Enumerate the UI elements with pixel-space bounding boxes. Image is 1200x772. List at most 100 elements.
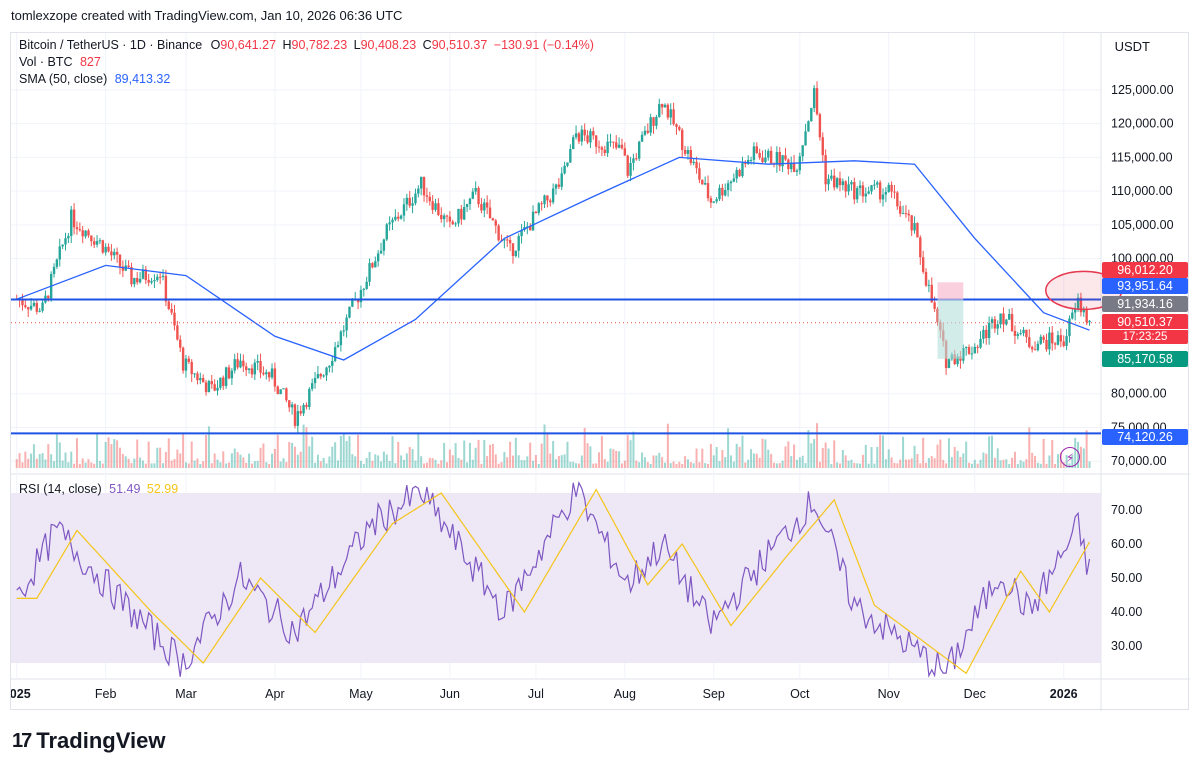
volume-bar (334, 442, 337, 468)
candle-body (84, 230, 87, 237)
candle-body (262, 372, 265, 375)
volume-bar (632, 431, 635, 468)
volume-bar (752, 453, 755, 468)
volume-bar (308, 446, 311, 468)
volume-bar (15, 459, 18, 468)
candle-body (239, 360, 242, 368)
volume-bar (709, 443, 712, 468)
volume-bar (643, 457, 646, 468)
candle-body (242, 360, 245, 367)
volume-bar (468, 442, 471, 468)
volume-bar (534, 455, 537, 468)
volume-bar (689, 462, 692, 468)
candle-body (660, 104, 664, 108)
tradingview-logo[interactable]: 17 TradingView (12, 728, 165, 754)
candle-body (110, 251, 113, 256)
volume-bar (486, 456, 489, 468)
candle-body (147, 279, 150, 283)
volume-bar (836, 462, 839, 468)
volume-bar (202, 461, 205, 468)
volume-bar (207, 426, 210, 468)
volume-bar (864, 444, 867, 468)
candle-body (153, 280, 156, 282)
volume-bar (999, 460, 1002, 468)
candle-body (787, 159, 790, 170)
candle-body (193, 373, 196, 375)
legend-rsi-line: RSI (14, close) 51.49 52.99 (19, 482, 178, 496)
candle-body (273, 368, 277, 387)
volume-bar (698, 462, 701, 468)
volume-bar (150, 463, 153, 468)
candle-body (92, 241, 96, 245)
volume-bar (385, 454, 388, 468)
volume-bar (388, 460, 391, 468)
volume-bar (1005, 459, 1008, 468)
volume-bar (70, 451, 73, 468)
candle-body (463, 207, 466, 220)
volume-bar (669, 463, 672, 468)
candle-body (419, 176, 423, 189)
volume-bar (354, 456, 357, 468)
candle-body (956, 356, 959, 365)
candle-body (827, 178, 830, 185)
volume-bar (555, 459, 557, 468)
candle-body (95, 241, 99, 245)
volume-bar (288, 441, 291, 468)
candle-body (626, 155, 629, 176)
candle-body (752, 146, 756, 160)
candle-body (838, 178, 842, 186)
volume-bar (833, 440, 836, 468)
candle-body (554, 184, 558, 189)
volume-bar (830, 463, 833, 468)
lightning-icon[interactable]: ⚡ (1060, 447, 1080, 467)
volume-bar (27, 458, 30, 468)
currency-label[interactable]: USDT (1114, 39, 1150, 54)
volume-bar (184, 462, 187, 468)
candle-body (712, 201, 715, 203)
volume-bar (623, 460, 626, 468)
volume-bar (856, 463, 859, 468)
candle-body (508, 239, 512, 244)
candle-body (726, 183, 730, 191)
candle-body (136, 278, 139, 283)
candle-body (569, 149, 572, 163)
volume-bar (729, 455, 732, 468)
volume-bar (904, 459, 907, 468)
volume-bar (1036, 462, 1039, 468)
volume-bar (24, 451, 27, 468)
volume-bar (58, 442, 61, 468)
overlay-layer (11, 156, 1123, 678)
rsi-line (16, 481, 1091, 678)
volume-bar (930, 456, 933, 468)
chart-canvas[interactable]: 125,000.00 120,000.00 115,000.00 110,000.00… (11, 33, 1190, 711)
volume-bar (675, 463, 678, 468)
volume-bar (262, 443, 265, 468)
chart-credit: tomlexzope created with TradingView.com,… (11, 8, 403, 23)
volume-bar (153, 463, 156, 468)
volume-bar (90, 462, 93, 468)
chart-frame[interactable]: 125,000.00 120,000.00 115,000.00 110,000.00… (10, 32, 1190, 711)
volume-bar (265, 462, 268, 468)
volume-bar (1008, 463, 1011, 468)
volume-bar (55, 434, 58, 468)
time-axis-label: Sep (703, 687, 725, 701)
candle-body (233, 359, 236, 371)
volume-bar (365, 457, 368, 468)
rsi-axis-label: 50.00 (1111, 571, 1142, 585)
candle-body (1028, 337, 1031, 348)
volume-bar (569, 461, 572, 468)
candle-body (144, 269, 148, 280)
volume-bar (110, 444, 113, 468)
volume-bar (506, 457, 509, 468)
candle-body (658, 104, 661, 117)
candle-body (316, 374, 320, 378)
volume-bar (609, 448, 612, 468)
candle-body (663, 104, 667, 108)
volume-bar (193, 460, 196, 468)
reward-zone (937, 299, 964, 359)
volume-bar (816, 423, 819, 468)
legend-close-label: C (422, 38, 432, 52)
volume-bar (543, 424, 546, 468)
candle-body (1073, 309, 1077, 313)
candle-body (855, 188, 859, 200)
